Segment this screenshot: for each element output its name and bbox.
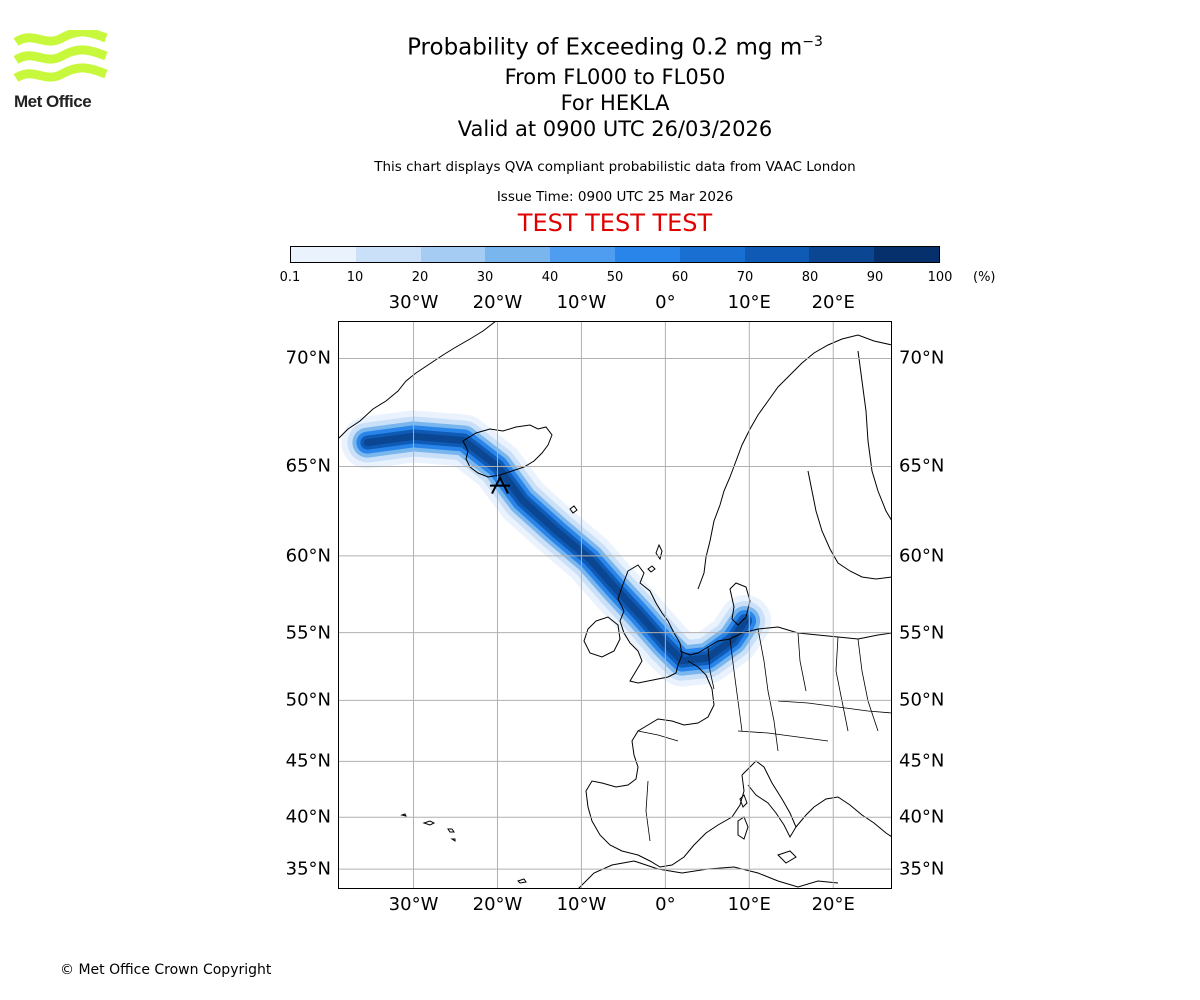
graticule: [338, 321, 892, 889]
met-office-logo: Met Office: [13, 27, 109, 112]
test-banner: TEST TEST TEST: [517, 208, 713, 237]
norway-outline: [697, 334, 892, 590]
flight-levels: From FL000 to FL050: [504, 64, 726, 89]
title-block: Probability of Exceeding 0.2 mg m−3 From…: [300, 26, 930, 237]
colorbar-segment: [550, 247, 615, 262]
top-lon-label: 10°W: [556, 292, 607, 313]
left-lat-label: 45°N: [285, 750, 331, 772]
right-lat-label: 60°N: [899, 545, 945, 567]
colorbar-tick-label: 0.1: [279, 270, 301, 285]
chart-title: Probability of Exceeding 0.2 mg m−3: [407, 34, 823, 61]
volcano-marker: [490, 475, 511, 495]
valid-time: Valid at 0900 UTC 26/03/2026: [457, 116, 773, 141]
bottom-lon-label: 10°W: [556, 894, 607, 915]
logo-text: Met Office: [14, 92, 92, 111]
right-lat-label: 45°N: [899, 750, 945, 772]
colorbar-tick-label: 60: [671, 270, 689, 285]
bottom-lon-label: 20°E: [811, 894, 855, 915]
left-lat-label: 60°N: [285, 545, 331, 567]
iceland-outline: [462, 424, 553, 478]
colorbar-tick-label: 20: [411, 270, 429, 285]
colorbar-tick-label: 100: [927, 270, 953, 285]
coastlines: [338, 321, 892, 889]
qva-note: This chart displays QVA compliant probab…: [374, 158, 856, 175]
ash-probability-field: [341, 410, 772, 687]
colorbar-segment: [485, 247, 551, 262]
colorbar-tick-label: 10: [346, 270, 364, 285]
right-lat-label: 65°N: [899, 455, 945, 477]
colorbar-segment: [874, 247, 939, 262]
colorbar-unit: (%): [973, 270, 996, 285]
right-lat-label: 40°N: [899, 806, 945, 828]
colorbar-segment: [614, 247, 680, 262]
colorbar-segment: [291, 247, 356, 262]
right-lat-label: 70°N: [899, 347, 945, 369]
colorbar: [290, 246, 940, 263]
top-lon-label: 30°W: [388, 292, 439, 313]
left-lat-label: 65°N: [285, 455, 331, 477]
colorbar-tick-label: 90: [866, 270, 884, 285]
top-lon-label: 0°: [655, 292, 676, 313]
top-lon-label: 10°E: [727, 292, 771, 313]
left-lat-label: 35°N: [285, 858, 331, 880]
top-lon-label: 20°E: [811, 292, 855, 313]
right-lat-label: 55°N: [899, 622, 945, 644]
denmark-outline: [729, 582, 751, 626]
left-lat-label: 70°N: [285, 347, 331, 369]
volcano-name: For HEKLA: [560, 90, 670, 115]
colorbar-tick-label: 40: [541, 270, 559, 285]
colorbar-segment: [355, 247, 421, 262]
right-lat-label: 50°N: [899, 689, 945, 711]
colorbar-tick-label: 70: [736, 270, 754, 285]
copyright: © Met Office Crown Copyright: [60, 962, 272, 978]
left-lat-label: 55°N: [285, 622, 331, 644]
volcano-triangle-icon: [491, 475, 509, 495]
colorbar-segment: [744, 247, 810, 262]
ireland-outline: [583, 616, 621, 658]
colorbar-tick-label: 30: [476, 270, 494, 285]
bottom-lon-label: 0°: [655, 894, 676, 915]
map-frame: [338, 321, 892, 889]
colorbar-tick-label: 80: [801, 270, 819, 285]
colorbar-segment: [679, 247, 745, 262]
top-lon-label: 20°W: [472, 292, 523, 313]
bottom-lon-label: 10°E: [727, 894, 771, 915]
map-plot: [338, 321, 892, 889]
probability-band: [352, 421, 761, 676]
bottom-lon-label: 20°W: [472, 894, 523, 915]
colorbar-segment: [809, 247, 875, 262]
met-office-wave-icon: [13, 27, 108, 82]
colorbar-tick-label: 50: [606, 270, 624, 285]
colorbar-segment: [420, 247, 486, 262]
left-lat-label: 50°N: [285, 689, 331, 711]
probability-band: [363, 432, 749, 665]
right-lat-label: 35°N: [899, 858, 945, 880]
issue-time: Issue Time: 0900 UTC 25 Mar 2026: [496, 188, 734, 205]
left-lat-label: 40°N: [285, 806, 331, 828]
great-britain-outline: [617, 564, 683, 684]
bottom-lon-label: 30°W: [388, 894, 439, 915]
